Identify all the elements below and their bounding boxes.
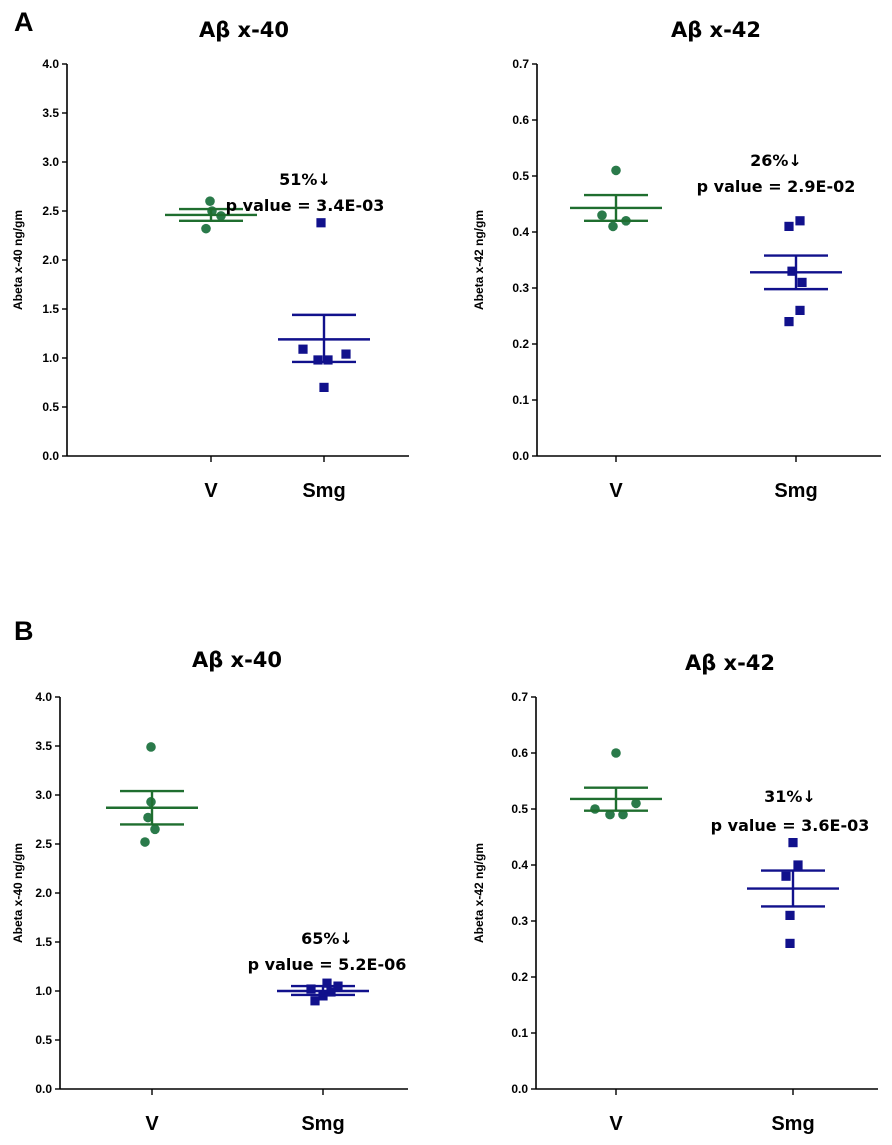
chart-title: Aβ x-40 bbox=[199, 18, 289, 42]
data-point-v bbox=[618, 809, 628, 820]
data-point-smg bbox=[306, 984, 316, 994]
data-point-smg bbox=[781, 871, 791, 881]
data-point-v bbox=[611, 165, 621, 176]
y-tick-label: 0.4 bbox=[512, 225, 529, 239]
data-point-smg bbox=[322, 978, 332, 988]
percent-change-label: 65%↓ bbox=[301, 929, 353, 948]
y-tick-label: 0.5 bbox=[35, 1033, 52, 1047]
y-tick-label: 1.0 bbox=[42, 351, 59, 365]
y-tick-label: 0.0 bbox=[35, 1082, 52, 1096]
y-tick-label: 1.5 bbox=[42, 302, 59, 316]
p-value-label: p value = 2.9E-02 bbox=[697, 177, 856, 196]
y-tick-label: 0.7 bbox=[511, 690, 528, 704]
data-point-smg bbox=[784, 221, 794, 231]
p-value-label: p value = 5.2E-06 bbox=[248, 955, 407, 974]
p-value-label: p value = 3.4E-03 bbox=[226, 196, 385, 215]
data-point-v bbox=[146, 742, 156, 752]
percent-change-label: 26%↓ bbox=[750, 151, 802, 170]
p-value-label: p value = 3.6E-03 bbox=[711, 816, 870, 835]
y-tick-label: 0.5 bbox=[512, 169, 529, 183]
data-point-v bbox=[605, 809, 615, 820]
y-tick-label: 0.6 bbox=[511, 746, 528, 760]
data-point-v bbox=[140, 837, 150, 847]
y-tick-label: 4.0 bbox=[42, 57, 59, 71]
chart-a-x42: Aβ x-42 0.0 0.1 0.2 0.3 0.4 0.5 0.6 0.7 Abeta x-4… bbox=[472, 18, 881, 502]
y-tick-label: 0.1 bbox=[511, 1026, 528, 1040]
chart-title: Aβ x-42 bbox=[671, 18, 761, 42]
y-tick-label: 2.5 bbox=[35, 837, 52, 851]
data-point-smg bbox=[797, 277, 807, 287]
data-point-smg bbox=[785, 910, 795, 920]
data-point-smg bbox=[316, 218, 326, 228]
data-point-smg bbox=[319, 382, 329, 392]
data-point-v bbox=[608, 221, 618, 232]
data-point-v bbox=[631, 798, 641, 809]
y-tick-label: 0.3 bbox=[511, 914, 528, 928]
data-point-v bbox=[611, 748, 621, 758]
y-tick-label: 0.4 bbox=[511, 858, 528, 872]
data-point-v bbox=[201, 223, 211, 234]
data-point-v bbox=[143, 812, 153, 823]
y-tick-label: 0.0 bbox=[512, 449, 529, 463]
percent-change-label: 51%↓ bbox=[279, 170, 331, 189]
x-tick-label: Smg bbox=[301, 1113, 344, 1135]
y-tick-label: 0.2 bbox=[511, 970, 528, 984]
x-tick-label: V bbox=[609, 1113, 623, 1135]
y-tick-label: 0.2 bbox=[512, 337, 529, 351]
y-tick-label: 0.7 bbox=[512, 57, 529, 71]
percent-change-label: 31%↓ bbox=[764, 787, 816, 806]
x-tick-label: V bbox=[145, 1113, 159, 1135]
y-tick-label: 4.0 bbox=[35, 690, 52, 704]
data-point-smg bbox=[795, 216, 805, 226]
y-tick-label: 2.5 bbox=[42, 204, 59, 218]
x-tick-label: V bbox=[204, 480, 218, 502]
y-tick-label: 0.5 bbox=[511, 802, 528, 816]
data-point-smg bbox=[785, 938, 795, 948]
chart-a-x40: Aβ x-40 0.0 0.5 1.0 1.5 2.0 2.5 3.0 3.5 4.0 Abeta … bbox=[11, 18, 409, 502]
y-tick-label: 0.1 bbox=[512, 393, 529, 407]
chart-title: Aβ x-42 bbox=[685, 651, 775, 675]
data-point-smg bbox=[784, 317, 794, 327]
y-tick-label: 0.5 bbox=[42, 400, 59, 414]
y-tick-label: 1.0 bbox=[35, 984, 52, 998]
panel-label-a: A bbox=[14, 7, 34, 37]
data-point-smg bbox=[341, 349, 351, 359]
y-axis-label: Abeta x-42 ng/gm bbox=[472, 843, 486, 943]
x-tick-label: Smg bbox=[774, 480, 817, 502]
y-tick-label: 3.0 bbox=[35, 788, 52, 802]
y-tick-label: 2.0 bbox=[42, 253, 59, 267]
y-tick-label: 3.0 bbox=[42, 155, 59, 169]
chart-title: Aβ x-40 bbox=[192, 648, 282, 672]
x-tick-label: Smg bbox=[302, 480, 345, 502]
data-point-smg bbox=[793, 860, 803, 870]
y-axis-label: Abeta x-40 ng/gm bbox=[11, 210, 25, 310]
data-point-v bbox=[590, 804, 600, 814]
data-point-smg bbox=[310, 996, 320, 1006]
data-point-smg bbox=[313, 355, 323, 365]
y-tick-label: 1.5 bbox=[35, 935, 52, 949]
x-tick-label: V bbox=[609, 480, 623, 502]
y-axis-label: Abeta x-40 ng/gm bbox=[11, 843, 25, 943]
y-tick-label: 0.3 bbox=[512, 281, 529, 295]
panel-label-b: B bbox=[14, 616, 34, 646]
data-point-smg bbox=[788, 838, 798, 848]
y-axis-label: Abeta x-42 ng/gm bbox=[472, 210, 486, 310]
y-tick-label: 3.5 bbox=[35, 739, 52, 753]
chart-b-x40: Aβ x-40 0.0 0.5 1.0 1.5 2.0 2.5 3.0 3.5 4.0 Abeta … bbox=[11, 648, 408, 1135]
data-point-smg bbox=[795, 305, 805, 315]
data-point-smg bbox=[323, 355, 333, 365]
y-tick-label: 0.0 bbox=[511, 1082, 528, 1096]
y-tick-label: 3.5 bbox=[42, 106, 59, 120]
y-tick-label: 0.6 bbox=[512, 113, 529, 127]
y-tick-label: 2.0 bbox=[35, 886, 52, 900]
y-tick-label: 0.0 bbox=[42, 449, 59, 463]
data-point-v bbox=[150, 824, 160, 835]
data-point-v bbox=[597, 210, 607, 220]
data-point-v bbox=[205, 196, 215, 206]
chart-b-x42: Aβ x-42 0.0 0.1 0.2 0.3 0.4 0.5 0.6 0.7 Abeta x-4… bbox=[472, 651, 878, 1135]
data-point-smg bbox=[298, 344, 308, 354]
x-tick-label: Smg bbox=[771, 1113, 814, 1135]
